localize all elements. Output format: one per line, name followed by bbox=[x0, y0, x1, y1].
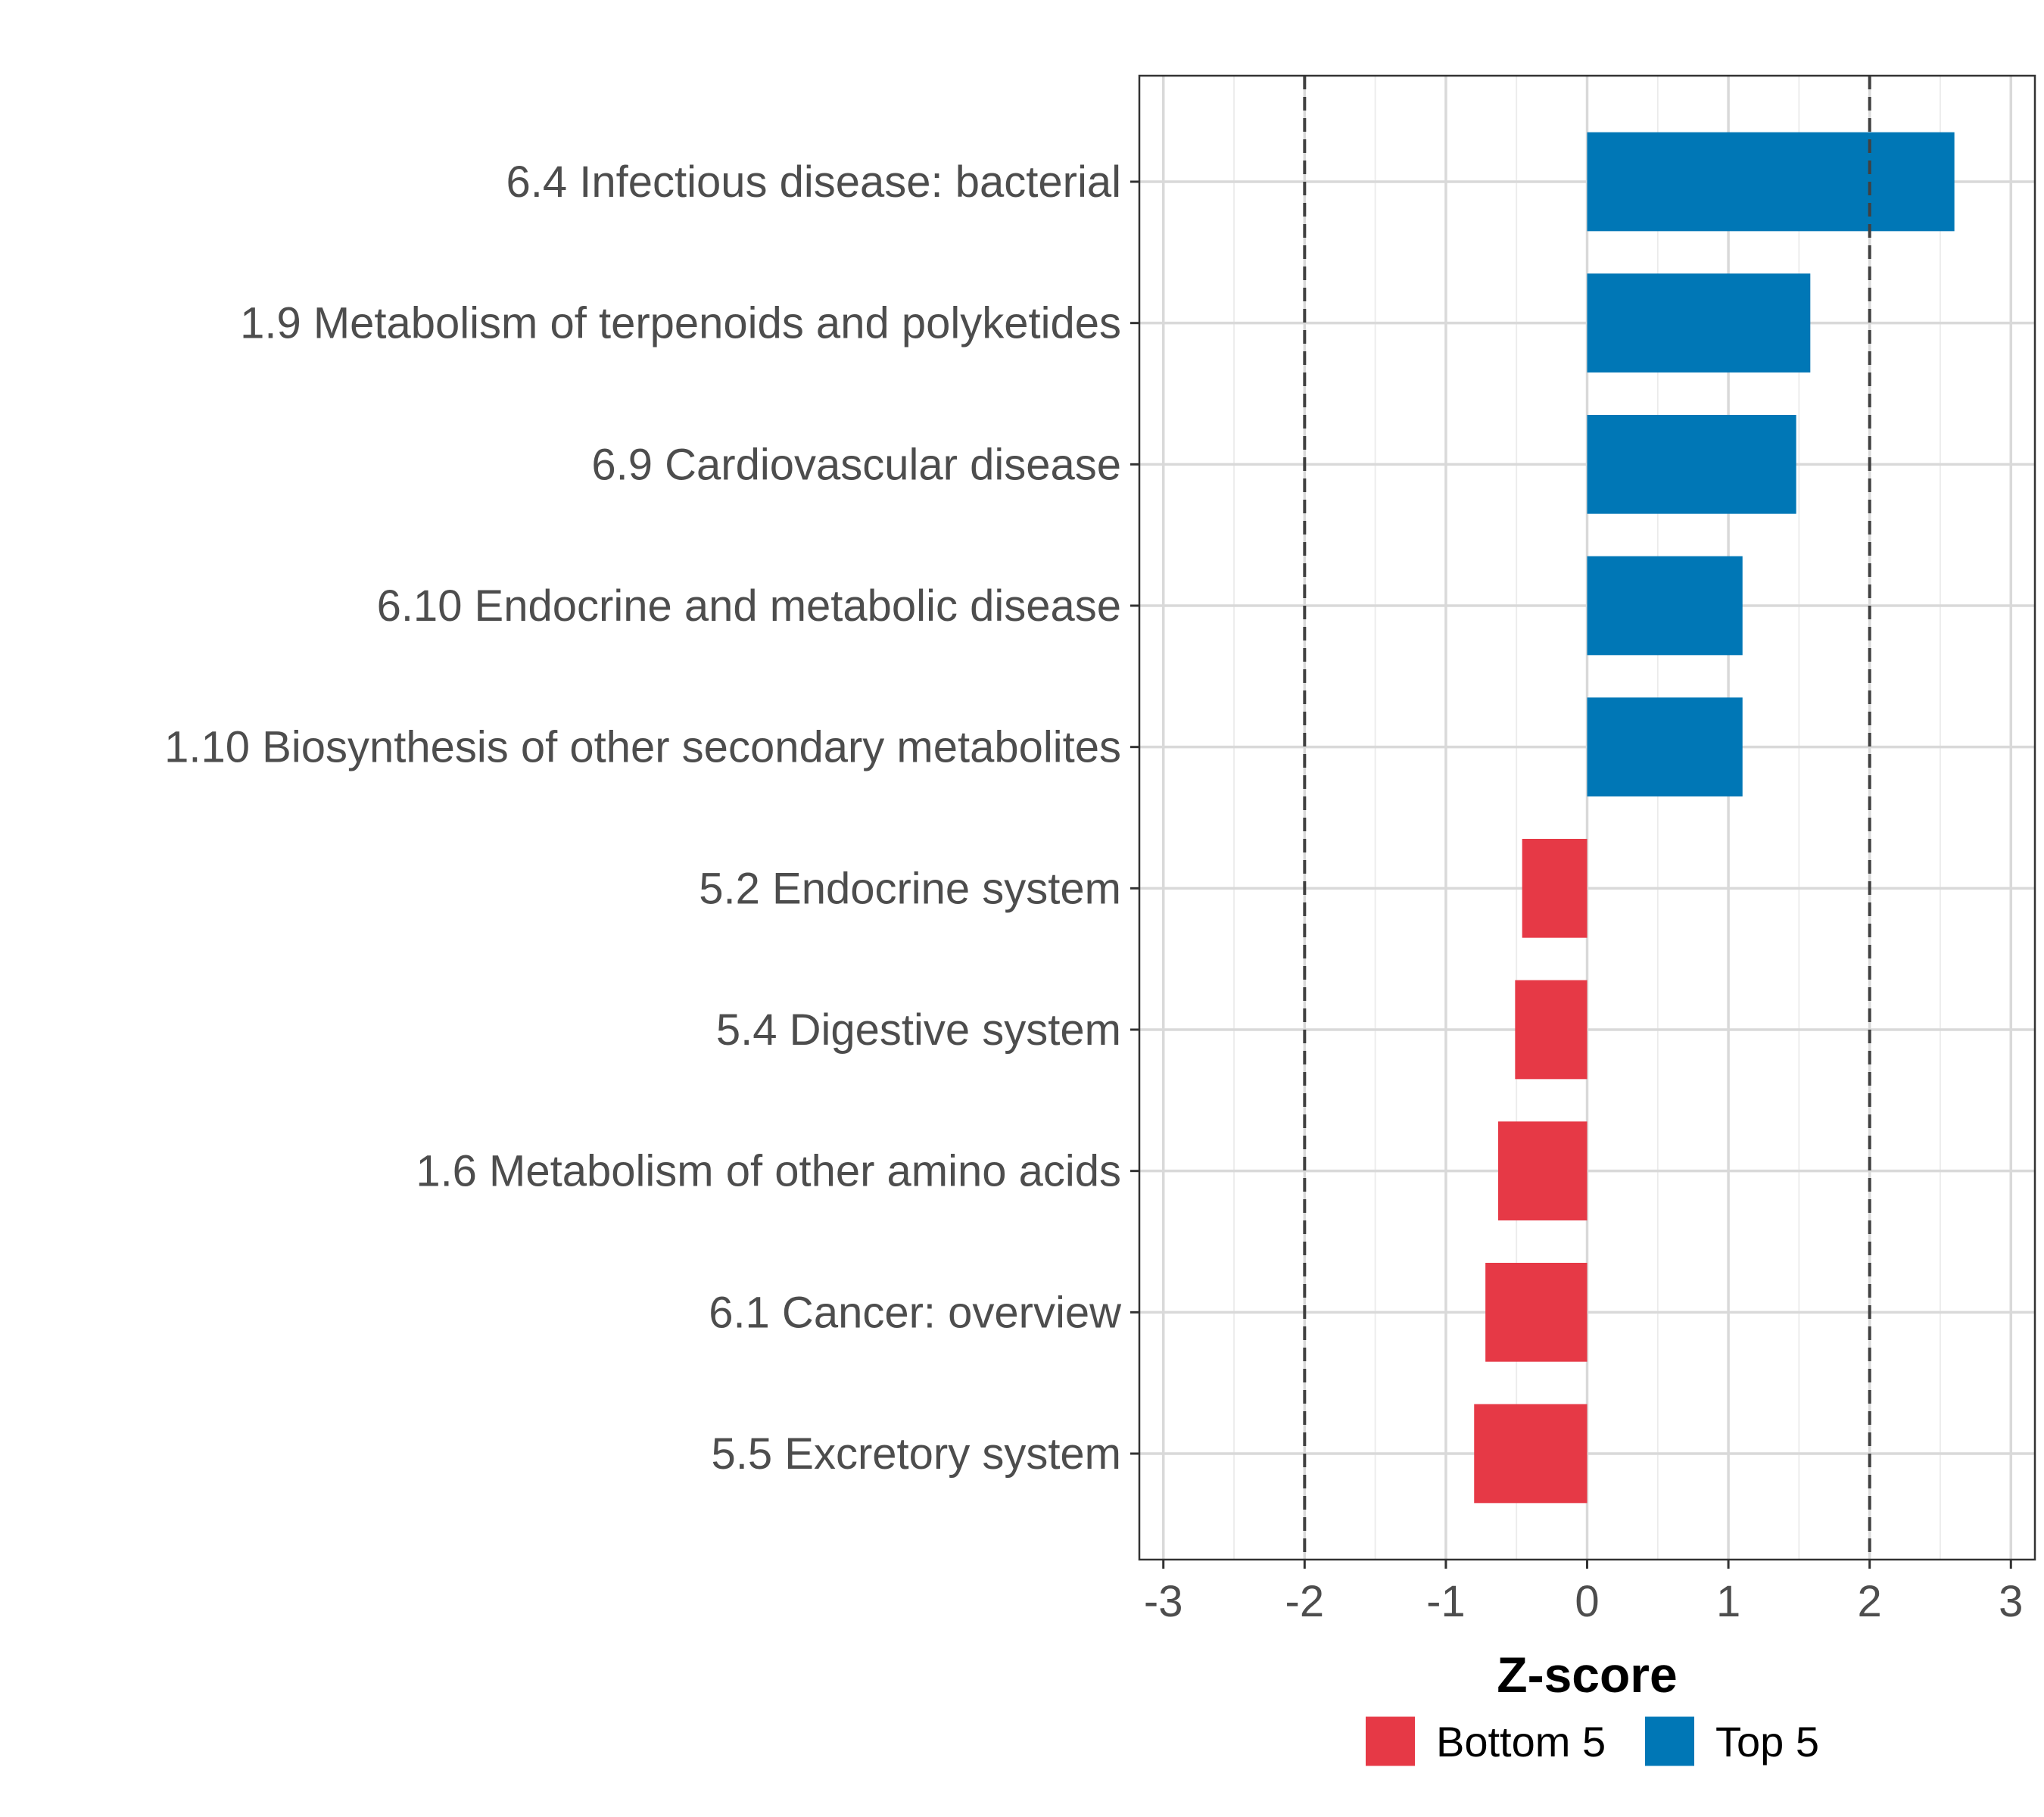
category-label: 1.10 Biosynthesis of other secondary met… bbox=[164, 723, 1121, 772]
reference-lines bbox=[1303, 76, 1871, 1560]
legend-key-top bbox=[1645, 1716, 1694, 1766]
bar-top-3 bbox=[1587, 415, 1796, 514]
x-tick-label: 2 bbox=[1858, 1577, 1882, 1626]
legend-label: Top 5 bbox=[1715, 1718, 1819, 1766]
category-label: 6.1 Cancer: overview bbox=[709, 1288, 1122, 1337]
x-axis: -3 -2 -1 0 1 2 3 bbox=[1144, 1560, 2023, 1626]
bar-bottom-6 bbox=[1522, 839, 1588, 938]
bar-top-4 bbox=[1587, 556, 1743, 656]
bars bbox=[1474, 132, 1955, 1504]
bar-bottom-7 bbox=[1515, 980, 1588, 1080]
category-label: 5.4 Digestive system bbox=[716, 1005, 1121, 1055]
category-label: 1.6 Metabolism of other amino acids bbox=[416, 1147, 1121, 1196]
x-tick-label: -3 bbox=[1144, 1577, 1183, 1626]
legend: Bottom 5 Top 5 bbox=[1366, 1716, 1819, 1766]
x-tick-label: -2 bbox=[1285, 1577, 1325, 1626]
x-tick-label: 3 bbox=[1999, 1577, 2023, 1626]
bar-top-2 bbox=[1587, 273, 1811, 372]
x-axis-title: Z-score bbox=[1497, 1647, 1677, 1703]
bar-top-5 bbox=[1587, 697, 1743, 796]
category-label: 6.4 Infectious disease: bacterial bbox=[506, 157, 1121, 207]
x-tick-label: 1 bbox=[1716, 1577, 1740, 1626]
category-label: 1.9 Metabolism of terpenoids and polyket… bbox=[240, 299, 1121, 348]
x-tick-label: -1 bbox=[1426, 1577, 1466, 1626]
legend-key-bottom bbox=[1366, 1716, 1415, 1766]
legend-label: Bottom 5 bbox=[1436, 1718, 1606, 1766]
category-label: 6.10 Endocrine and metabolic disease bbox=[377, 581, 1121, 631]
bar-top-1 bbox=[1587, 132, 1955, 232]
category-label: 5.2 Endocrine system bbox=[699, 864, 1121, 913]
category-label: 6.9 Cardiovascular disease bbox=[591, 440, 1121, 489]
bar-bottom-8 bbox=[1497, 1121, 1588, 1220]
y-axis: 6.4 Infectious disease: bacterial 1.9 Met… bbox=[164, 157, 1139, 1479]
x-tick-label: 0 bbox=[1575, 1577, 1599, 1626]
category-label: 5.5 Excretory system bbox=[712, 1429, 1121, 1479]
bar-bottom-10 bbox=[1474, 1404, 1588, 1504]
bar-bottom-9 bbox=[1485, 1263, 1588, 1362]
